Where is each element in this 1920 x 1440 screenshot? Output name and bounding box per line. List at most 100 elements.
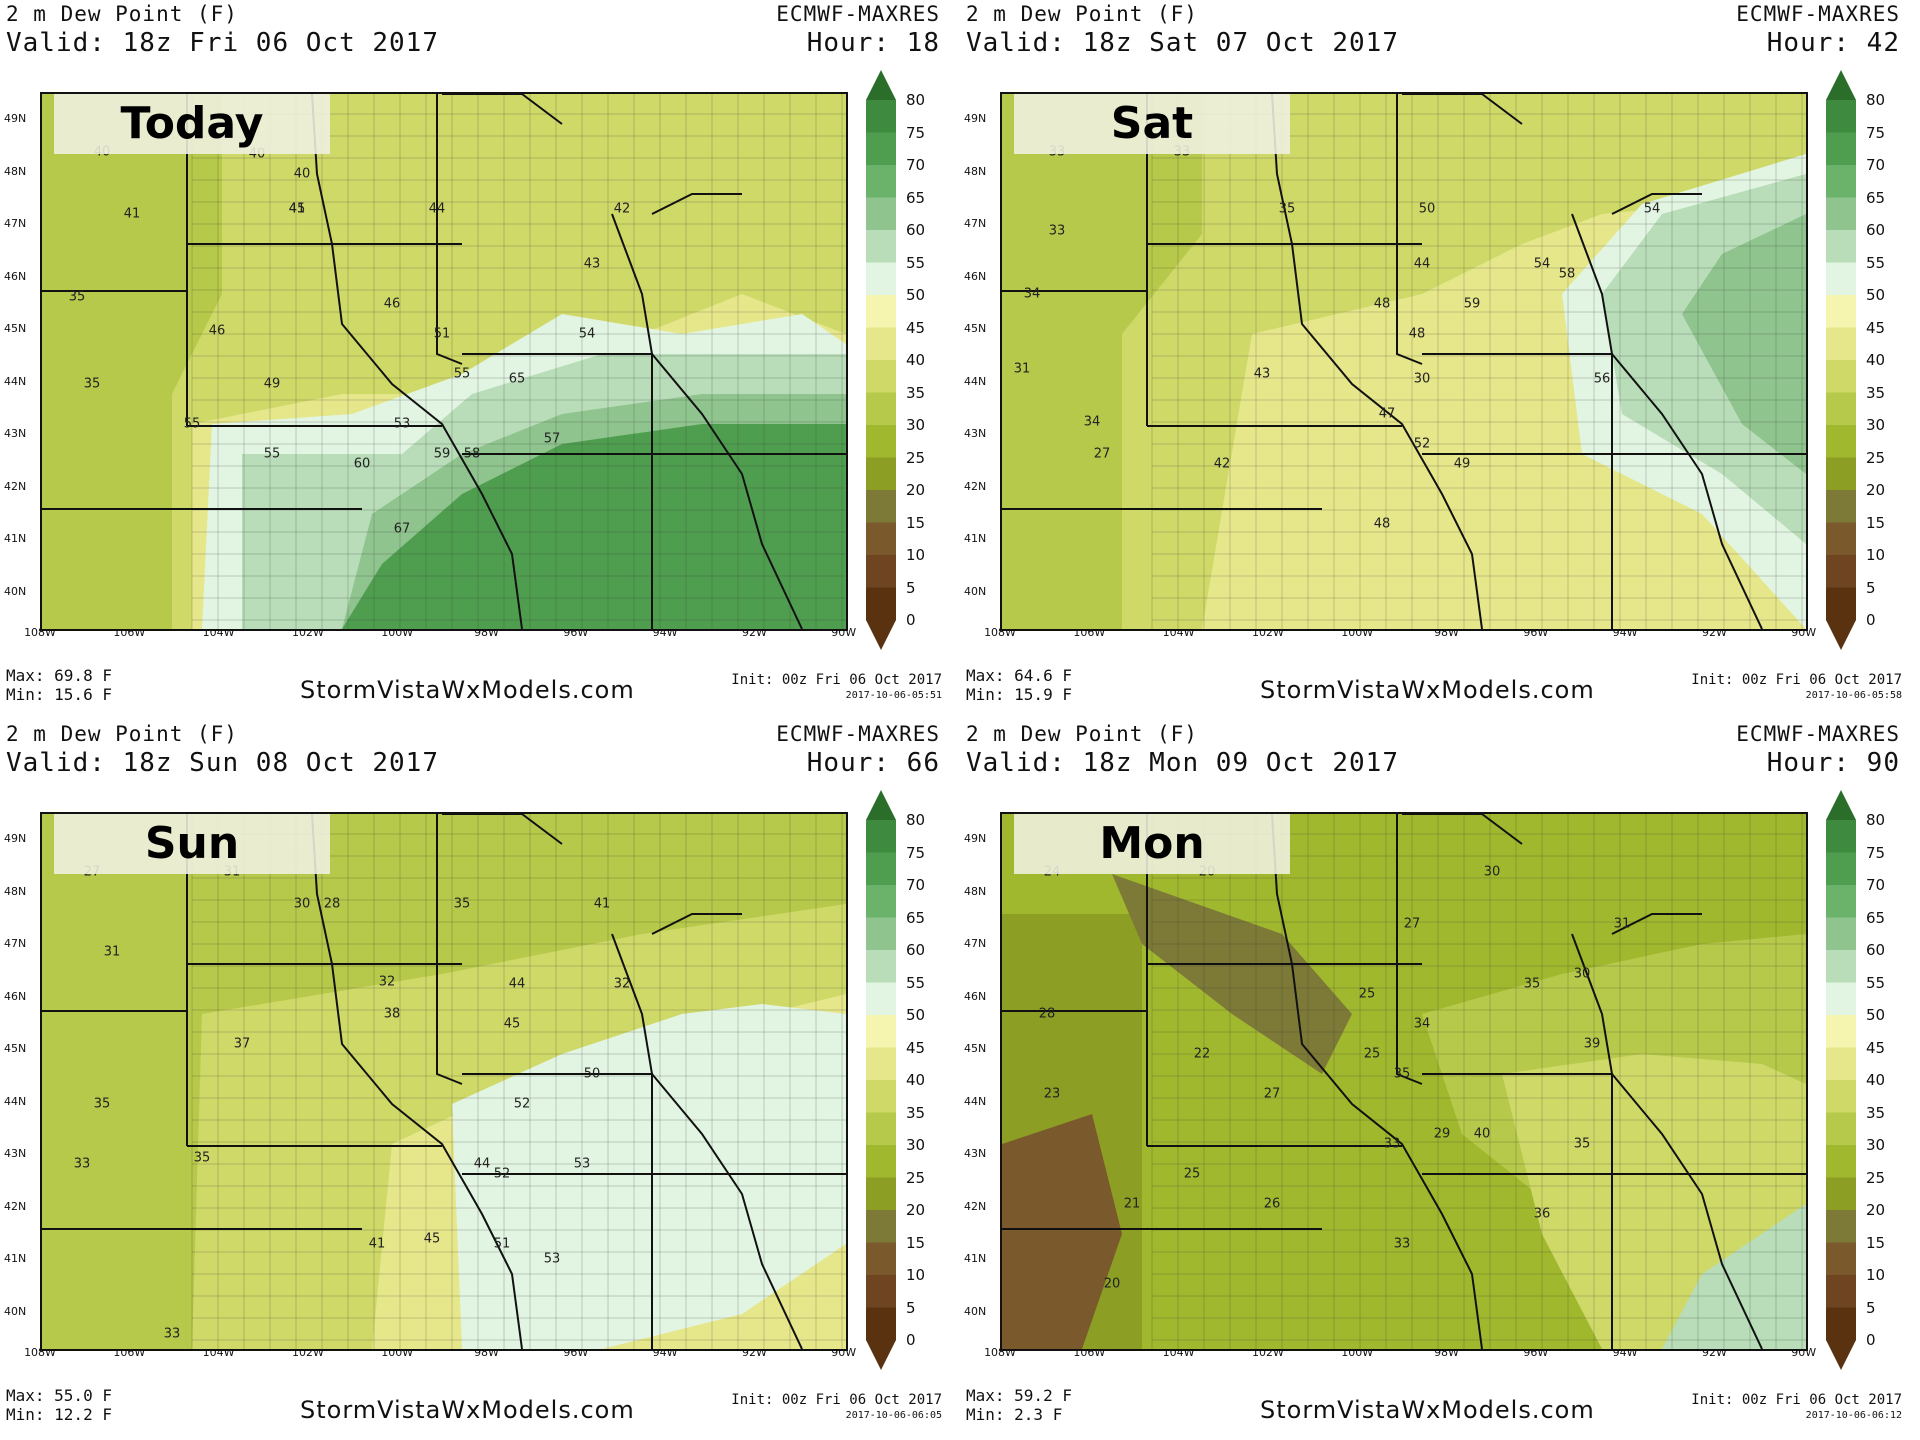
colorbar-segment [866, 425, 896, 458]
model-header: ECMWF-MAXRES Hour: 42 [1736, 0, 1900, 58]
dewpoint-map: 2420302731302535282225343923273529333525… [1000, 812, 1808, 1351]
forecast-panel: 49N 48N 47N 46N 45N 44N 43N 42N 41N 40N 108W 106W 10… [0, 0, 960, 720]
colorbar-tick-label: 30 [906, 1136, 926, 1154]
latitude-label: 45N [4, 1042, 27, 1055]
dewpoint-value-label: 44 [428, 201, 446, 217]
dewpoint-value-label: 44 [473, 1156, 491, 1172]
colorbar-tick-label: 25 [1866, 448, 1886, 467]
colorbar-segment [866, 327, 896, 361]
model-name: ECMWF-MAXRES [1736, 2, 1900, 26]
colorbar-segment [1826, 425, 1856, 458]
map-canvas [1002, 94, 1806, 629]
dewpoint-value-label: 60 [353, 456, 371, 472]
colorbar-segment [866, 230, 896, 263]
dewpoint-value-label: 25 [1363, 1046, 1381, 1062]
colorbar-segment [866, 1275, 896, 1308]
colorbar-tick-label: 35 [906, 1103, 926, 1122]
panel-header: 2 m Dew Point (F) Valid: 18z Fri 06 Oct 2… [6, 0, 439, 58]
state-border [436, 814, 463, 1085]
max-min-stats: Max: 64.6 F Min: 15.9 F [966, 666, 1072, 704]
dewpoint-value-label: 50 [583, 1066, 601, 1082]
dewpoint-value-label: 46 [383, 296, 401, 312]
dewpoint-value-label: 28 [1038, 1006, 1056, 1022]
colorbar-tick-label: 55 [906, 973, 926, 992]
colorbar-tick-label: 5 [906, 1298, 916, 1317]
colorbar-tick-label: 45 [1866, 318, 1886, 337]
dewpoint-value-label: 49 [263, 376, 281, 392]
colorbar-segment [866, 885, 896, 918]
dewpoint-value-label: 43 [583, 256, 601, 272]
colorbar-tick-label: 40 [906, 351, 926, 369]
latitude-label: 41N [964, 532, 987, 545]
colorbar-tick-label: 40 [1866, 1071, 1886, 1089]
valid-time: Valid: 18z Fri 06 Oct 2017 [6, 28, 439, 58]
colorbar-segment [1826, 132, 1856, 166]
site-credit: StormVistaWxModels.com [300, 1396, 635, 1424]
colorbar-tick-label: 20 [1866, 1201, 1886, 1219]
colorbar-segment [1826, 1340, 1856, 1370]
dewpoint-value-label: 67 [393, 521, 411, 537]
state-border [1611, 193, 1702, 215]
colorbar-tick-label: 10 [1866, 1266, 1886, 1284]
colorbar-tick-label: 70 [906, 156, 926, 174]
panel-title: 2 m Dew Point (F) [6, 722, 238, 746]
dewpoint-value-label: 33 [73, 1156, 91, 1172]
dewpoint-value-label: 34 [1023, 286, 1041, 302]
colorbar-tick-label: 80 [1866, 91, 1886, 109]
dewpoint-value-label: 58 [463, 446, 481, 462]
colorbar-segment [866, 1307, 896, 1341]
colorbar-segment [1826, 982, 1856, 1016]
state-border [1402, 94, 1523, 125]
dewpoint-value-label: 47 [1378, 406, 1396, 422]
dewpoint-value-label: 52 [513, 1096, 531, 1112]
state-border [651, 193, 742, 215]
map-canvas [42, 814, 846, 1349]
dewpoint-value-label: 42 [1213, 456, 1231, 472]
day-label: Today [54, 94, 330, 154]
latitude-label: 44N [4, 374, 27, 388]
dewpoint-value-label: 54 [1533, 256, 1551, 272]
model-name: ECMWF-MAXRES [1736, 722, 1900, 746]
dewpoint-value-label: 59 [1463, 296, 1481, 312]
dewpoint-value-label: 35 [453, 896, 471, 912]
dewpoint-value-label: 55 [183, 416, 201, 432]
dewpoint-value-label: 45 [503, 1016, 521, 1032]
latitude-label: 40N [964, 1304, 987, 1318]
colorbar-segment [1826, 1242, 1856, 1276]
state-border [1571, 933, 1763, 1349]
dewpoint-value-label: 59 [433, 446, 451, 462]
dewpoint-value-label: 27 [1093, 446, 1111, 462]
state-border [442, 814, 563, 845]
colorbar-segment [1826, 165, 1856, 198]
colorbar [1826, 790, 1856, 1370]
colorbar-tick-label: 45 [1866, 1038, 1886, 1057]
state-border [311, 94, 523, 629]
colorbar-segment [1826, 1047, 1856, 1081]
latitude-label: 40N [4, 584, 27, 598]
dewpoint-value-label: 41 [123, 206, 141, 222]
colorbar-segment [1826, 885, 1856, 918]
dewpoint-value-label: 34 [1083, 414, 1101, 430]
dewpoint-value-label: 37 [233, 1036, 251, 1052]
panel-header: 2 m Dew Point (F) Valid: 18z Sun 08 Oct 2… [6, 720, 439, 778]
colorbar-tick-label: 75 [906, 843, 926, 862]
colorbar-segment [866, 950, 896, 983]
dewpoint-value-label: 33 [1383, 1136, 1401, 1152]
dewpoint-value-label: 35 [1573, 1136, 1591, 1152]
init-info: Init: 00z Fri 06 Oct 2017 2017-10-06-06:1… [1691, 1392, 1902, 1424]
state-border [651, 913, 742, 935]
colorbar-segment [866, 1242, 896, 1276]
colorbar-segment [866, 132, 896, 166]
dewpoint-value-label: 32 [613, 976, 631, 992]
init-time: Init: 00z Fri 06 Oct 2017 [731, 1392, 942, 1408]
colorbar [1826, 70, 1856, 650]
colorbar-segment [866, 1015, 896, 1048]
model-name: ECMWF-MAXRES [776, 2, 940, 26]
colorbar-segment [1826, 917, 1856, 951]
latitude-label: 42N [964, 1199, 987, 1213]
dewpoint-value-label: 28 [323, 896, 341, 912]
colorbar-segment [866, 620, 896, 650]
forecast-panel: 49N 48N 47N 46N 45N 44N 43N 42N 41N 40N 108W 106W 10… [960, 0, 1920, 720]
dewpoint-shading [42, 94, 222, 629]
colorbar-tick-label: 50 [906, 286, 926, 304]
